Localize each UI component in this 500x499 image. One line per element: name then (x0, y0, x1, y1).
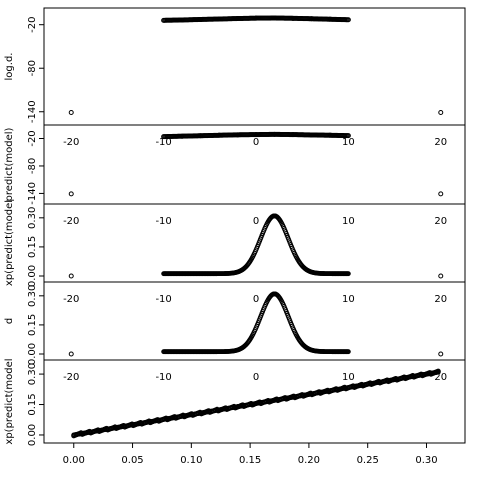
x-tick-label: 0 (253, 294, 259, 305)
data-point (345, 271, 351, 277)
data-point (68, 191, 74, 197)
y-tick-label: -80 (27, 158, 38, 174)
x-tick-label: -20 (63, 137, 79, 148)
y-axis-label: log.d. (4, 53, 15, 81)
panel-frame (43, 7, 466, 126)
data-point (438, 273, 444, 279)
x-tick-label: -10 (155, 294, 171, 305)
data-point (435, 368, 441, 374)
data-point (68, 273, 74, 279)
x-tick-label: -10 (155, 216, 171, 227)
x-tick-label: 10 (342, 137, 355, 148)
x-tick-label: 20 (434, 137, 447, 148)
x-tick-label: 0.30 (415, 455, 437, 466)
y-tick-label: -140 (27, 100, 38, 123)
x-tick-label: 0.20 (298, 455, 320, 466)
y-tick-label: -20 (27, 17, 38, 33)
x-tick-label: 0 (253, 137, 259, 148)
x-tick-label: 20 (434, 372, 447, 383)
y-tick-label: 0.30 (27, 285, 38, 307)
x-tick-label: 0.05 (121, 455, 143, 466)
y-axis-label: predict(model) (4, 127, 15, 201)
data-point (345, 17, 351, 23)
x-tick-label: 20 (434, 294, 447, 305)
x-tick-label: -10 (155, 137, 171, 148)
y-tick-label: 0.15 (27, 236, 38, 258)
panel-2: predict(model) -20 -80 -140 -20 -10 0 10 20 (4, 124, 466, 227)
y-tick-label: 0.30 (27, 363, 38, 385)
x-tick-label: 0.15 (239, 455, 261, 466)
data-point (438, 109, 444, 115)
y-tick-label: 0.00 (27, 424, 38, 446)
x-tick-label: 20 (434, 216, 447, 227)
x-tick-label: -20 (63, 372, 79, 383)
x-tick-label: -20 (63, 216, 79, 227)
x-tick-label: -10 (155, 372, 171, 383)
x-tick-label: 10 (342, 216, 355, 227)
x-tick-label: 0 (253, 216, 259, 227)
y-tick-label: -20 (27, 130, 38, 146)
data-point (438, 191, 444, 197)
x-tick-label: 10 (342, 294, 355, 305)
y-tick-label: 0.15 (27, 314, 38, 336)
y-tick-label: 0.30 (27, 207, 38, 229)
y-tick-label: 0.00 (27, 343, 38, 365)
y-tick-label: -140 (27, 182, 38, 205)
y-axis-label: xp(predict(model (4, 358, 15, 444)
y-tick-label: -80 (27, 60, 38, 76)
x-tick-label: 0.00 (63, 455, 85, 466)
panel-frame (43, 359, 466, 444)
y-tick-label: 0.15 (27, 393, 38, 415)
y-axis-label: xp(predict(model (4, 200, 15, 286)
x-tick-label: 0.10 (180, 455, 202, 466)
data-point (68, 351, 74, 357)
data-point (345, 349, 351, 355)
y-axis-label: d (4, 318, 15, 324)
x-tick-label: 0.25 (357, 455, 379, 466)
y-tick-label: 0.00 (27, 265, 38, 287)
data-point (438, 351, 444, 357)
data-point (68, 109, 74, 115)
x-tick-label: -20 (63, 294, 79, 305)
panel-3: xp(predict(model 0.00 0.15 0.30 -20 -10 0 10 20 (4, 200, 466, 305)
data-point (345, 133, 351, 139)
panel-4: d 0.00 0.15 0.30 -20 -10 0 10 20 (4, 281, 466, 383)
panel-5: xp(predict(model 0.00 0.15 0.30 0.00 0.05 0.10… (4, 358, 466, 466)
x-tick-label: 10 (342, 372, 355, 383)
x-tick-label: 0 (253, 372, 259, 383)
panel-1: log.d. -20 -80 -140 -20 -10 0 10 20 (4, 7, 466, 148)
